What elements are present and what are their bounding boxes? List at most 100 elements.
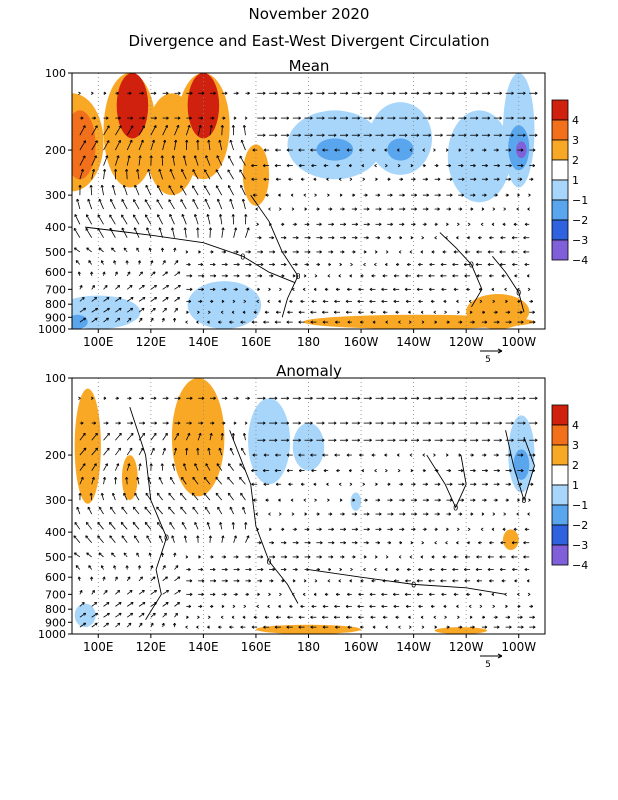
wind-vector <box>228 185 234 196</box>
wind-vector-head <box>258 541 262 545</box>
wind-vector-head <box>207 320 210 324</box>
colorbar-label: −2 <box>572 214 588 227</box>
wind-vector-head <box>242 310 246 314</box>
wind-vector-head <box>128 622 132 626</box>
wind-vector <box>76 506 81 515</box>
wind-vector <box>183 463 187 471</box>
wind-vector-head <box>481 512 485 516</box>
wind-vector-head <box>421 320 425 324</box>
wind-vector <box>219 522 223 530</box>
wind-vector-head <box>144 214 148 218</box>
wind-vector <box>170 477 175 485</box>
wind-vector-head <box>322 438 325 442</box>
wind-vector-head <box>345 421 349 425</box>
wind-vector-head <box>148 552 152 556</box>
wind-vector-head <box>392 592 396 596</box>
wind-vector <box>203 492 211 501</box>
wind-vector-head <box>239 476 242 480</box>
wind-vector-head <box>378 527 382 531</box>
wind-vector-head <box>443 604 447 609</box>
wind-vector-head <box>430 299 434 304</box>
wind-vector-head <box>286 421 290 425</box>
wind-vector-head <box>468 299 472 304</box>
wind-vector-head <box>233 535 237 539</box>
wind-vector-head <box>201 396 205 400</box>
wind-vector <box>162 297 169 302</box>
wind-vector-head <box>456 236 459 240</box>
wind-vector-head <box>499 91 502 95</box>
wind-vector-head <box>205 155 209 159</box>
wind-vector-head <box>278 604 281 609</box>
wind-vector-head <box>145 492 149 496</box>
wind-vector <box>138 285 145 290</box>
wind-vector-head <box>291 512 295 516</box>
wind-vector-head <box>338 482 342 486</box>
wind-vector <box>161 463 164 471</box>
wind-vector-head <box>491 222 495 226</box>
wind-vector-head <box>393 604 397 609</box>
wind-vector <box>111 552 116 558</box>
wind-vector-head <box>113 477 118 480</box>
reference-vector-head <box>497 653 503 659</box>
wind-vector-head <box>379 207 382 211</box>
wind-vector-head <box>275 177 279 181</box>
wind-vector <box>216 463 223 471</box>
wind-vector-head <box>181 213 185 217</box>
wind-vector <box>174 447 177 456</box>
wind-vector-head <box>128 396 132 400</box>
wind-vector-head <box>463 262 467 267</box>
wind-vector-head <box>392 91 396 95</box>
wind-vector-head <box>333 310 337 314</box>
wind-vector <box>157 522 163 530</box>
wind-vector <box>174 590 181 595</box>
wind-vector-head <box>263 625 266 629</box>
wind-vector-head <box>416 274 420 278</box>
wind-vector-head <box>405 299 409 304</box>
wind-vector-head <box>111 552 115 556</box>
wind-vector <box>228 463 234 471</box>
wind-vector-head <box>227 155 231 159</box>
wind-vector-head <box>185 447 189 451</box>
wind-vector-head <box>102 168 107 172</box>
zero-contour <box>308 569 506 595</box>
wind-vector-head <box>404 116 408 120</box>
wind-vector-head <box>503 207 506 211</box>
wind-vector-head <box>509 468 512 473</box>
wind-vector-head <box>203 492 207 496</box>
wind-vector <box>144 506 152 515</box>
wind-vector-head <box>262 438 266 442</box>
wind-vector <box>185 140 188 151</box>
wind-vector-head <box>377 498 381 502</box>
colorbar-swatch <box>551 524 569 546</box>
wind-vector-head <box>357 91 361 95</box>
wind-vector-head <box>520 615 523 619</box>
wind-vector-head <box>489 236 492 240</box>
wind-vector-head <box>334 604 337 609</box>
wind-vector <box>145 214 152 225</box>
wind-vector <box>184 227 187 238</box>
wind-vector-head <box>118 139 121 143</box>
wind-vector-head <box>251 177 254 181</box>
wind-vector-head <box>169 521 173 525</box>
wind-vector-head <box>177 284 181 288</box>
wind-vector-head <box>210 250 214 254</box>
wind-vector-head <box>249 262 252 267</box>
wind-vector <box>174 297 180 302</box>
wind-vector-head <box>458 148 462 152</box>
wind-vector-head <box>408 320 412 324</box>
wind-vector <box>126 432 134 441</box>
wind-vector-head <box>463 116 467 120</box>
zero-contour <box>229 430 299 604</box>
wind-vector-head <box>180 168 184 172</box>
wind-vector <box>209 433 212 441</box>
wind-vector-head <box>441 287 444 291</box>
wind-vector-head <box>223 555 227 559</box>
wind-vector-head <box>152 271 156 275</box>
wind-vector-head <box>172 317 177 321</box>
wind-vector-head <box>200 116 204 120</box>
wind-vector-head <box>324 287 328 291</box>
wind-vector-head <box>118 432 122 436</box>
wind-vector-head <box>77 576 81 580</box>
wind-vector-head <box>413 177 416 181</box>
wind-vector-head <box>283 236 287 240</box>
